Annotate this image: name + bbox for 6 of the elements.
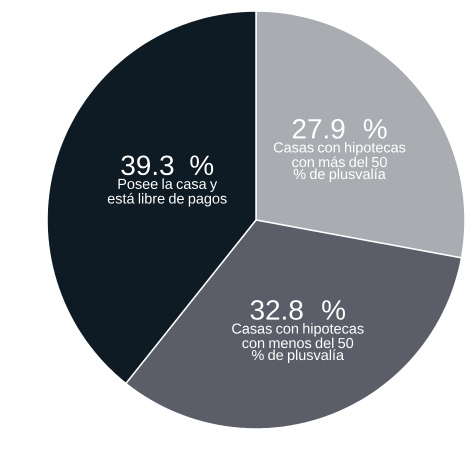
data-label: 32.8 % (250, 300, 345, 320)
slice-label: Casas con hipotecas con más del 50 % de plusvalía (274, 142, 406, 182)
slice-label: Posee la casa y está libre de pagos (108, 178, 227, 206)
data-label: 39.3 % (121, 155, 214, 176)
data-label: 27.9 % (292, 118, 387, 139)
slice-label: Casas con hipotecas con menos del 50 % de plusvalía (232, 323, 364, 363)
